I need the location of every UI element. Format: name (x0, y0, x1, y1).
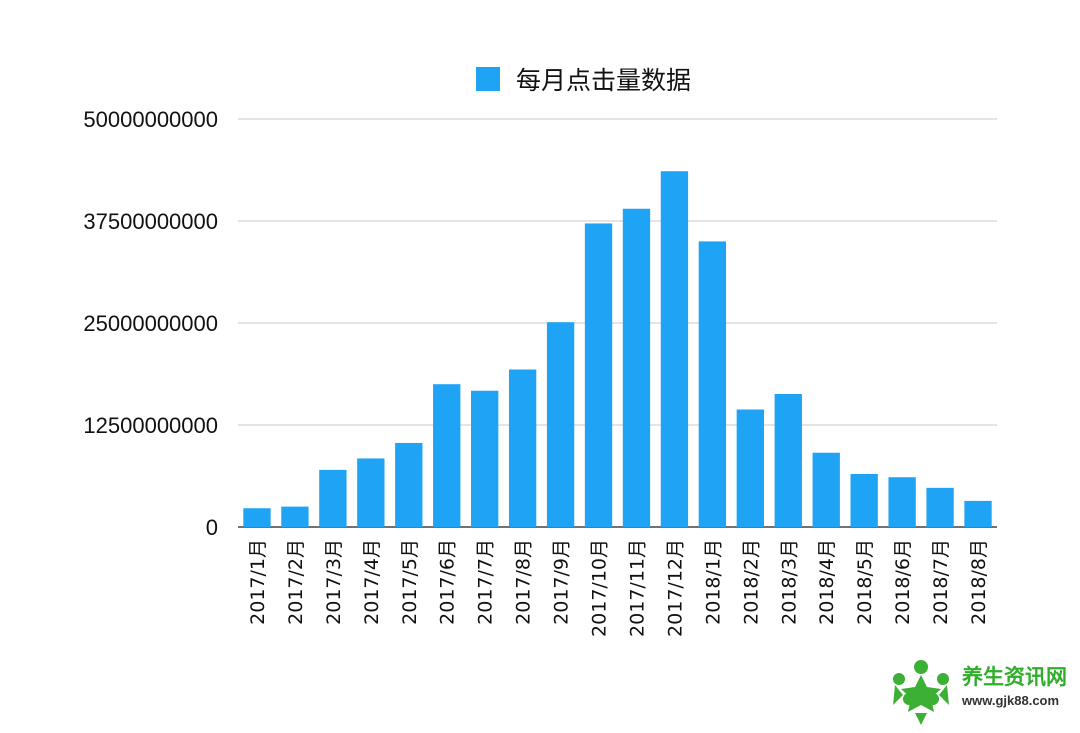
bar (698, 241, 727, 527)
bars (243, 171, 992, 527)
y-tick-label: 50000000000 (83, 107, 218, 132)
y-tick-label: 25000000000 (83, 311, 218, 336)
x-tick-label: 2017/7月 (475, 539, 497, 625)
x-tick-label: 2017/3月 (323, 539, 345, 625)
bar (281, 506, 309, 527)
x-tick-label: 2018/8月 (968, 539, 990, 625)
bar (508, 369, 537, 527)
bar (243, 508, 271, 527)
bar (736, 409, 764, 527)
y-tick-label: 0 (206, 515, 218, 540)
bar (812, 452, 840, 527)
watermark-logo-icon (893, 660, 949, 725)
x-tick-label: 2017/9月 (551, 539, 573, 625)
watermark-title: 养生资讯网 (962, 665, 1067, 689)
x-axis-ticks: 2017/1月 2017/2月 2017/3月 2017/4月 2017/5月 2017/… (247, 539, 990, 637)
bar (471, 390, 499, 527)
bar (774, 393, 802, 527)
x-tick-label: 2018/2月 (740, 539, 762, 625)
x-tick-label: 2017/12月 (664, 539, 686, 637)
legend: 每月点击量数据 (476, 66, 691, 95)
x-tick-label: 2017/10月 (589, 539, 611, 637)
legend-label: 每月点击量数据 (516, 66, 691, 95)
watermark-url: www.gjk88.com (962, 693, 1060, 708)
x-tick-label: 2017/1月 (247, 539, 269, 625)
x-tick-label: 2017/5月 (399, 539, 421, 625)
bar (433, 384, 461, 527)
x-tick-label: 2018/1月 (702, 539, 724, 625)
x-tick-label: 2018/5月 (854, 539, 876, 625)
bar (850, 473, 878, 527)
x-tick-label: 2017/11月 (626, 539, 648, 637)
x-tick-label: 2017/8月 (513, 539, 535, 625)
bar (319, 469, 347, 527)
x-tick-label: 2018/6月 (892, 539, 914, 625)
x-tick-label: 2018/4月 (816, 539, 838, 625)
bar (357, 458, 385, 527)
legend-swatch (476, 67, 500, 91)
y-axis-ticks: 0 12500000000 25000000000 37500000000 500000… (83, 107, 218, 540)
x-tick-label: 2018/7月 (930, 539, 952, 625)
bar (660, 171, 689, 527)
x-tick-label: 2018/3月 (778, 539, 800, 625)
bar (964, 500, 992, 527)
x-tick-label: 2017/2月 (285, 539, 307, 625)
bar (622, 208, 651, 527)
watermark: 养生资讯网 www.gjk88.com (885, 655, 1075, 725)
bar (888, 477, 916, 527)
y-tick-label: 12500000000 (83, 413, 218, 438)
x-tick-label: 2017/6月 (437, 539, 459, 625)
bar (584, 223, 613, 527)
bar (395, 442, 423, 527)
x-tick-label: 2017/4月 (361, 539, 383, 625)
bar (926, 487, 954, 527)
gridlines (238, 118, 997, 528)
y-tick-label: 37500000000 (83, 209, 218, 234)
bar (546, 322, 575, 527)
